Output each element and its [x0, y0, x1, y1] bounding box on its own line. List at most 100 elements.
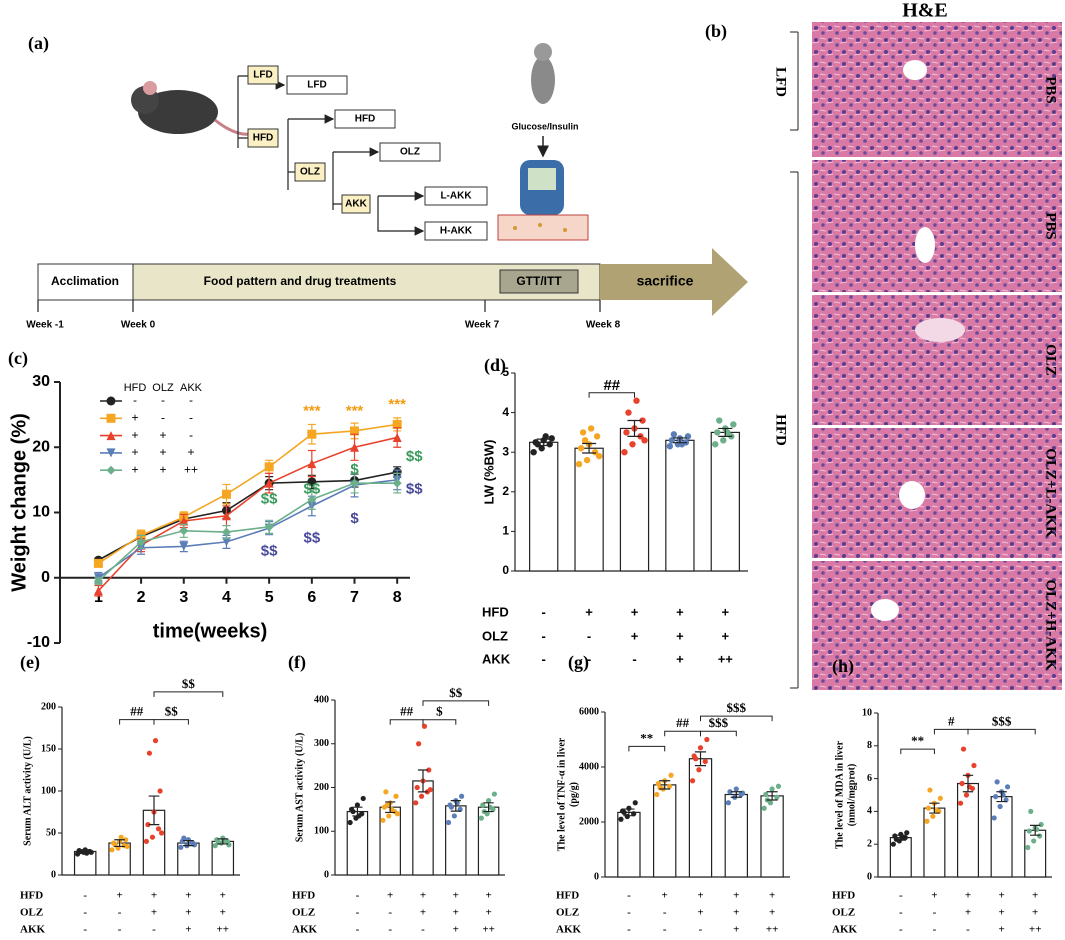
legend-header: HFD — [124, 382, 147, 394]
factor-level: + — [697, 907, 703, 919]
factor-level: - — [899, 924, 903, 936]
factor-level: - — [632, 651, 636, 666]
diet-box: HFD — [253, 133, 274, 144]
significance-bracket — [700, 730, 737, 737]
marker — [93, 586, 103, 596]
legend-header: AKK — [180, 382, 203, 394]
factor-level: + — [769, 890, 775, 902]
annotation: $$ — [261, 543, 278, 560]
factor-level: + — [722, 628, 730, 643]
factor-level: + — [676, 651, 684, 666]
data-point — [937, 795, 943, 801]
significance-label: $$ — [449, 685, 463, 700]
data-point — [595, 452, 603, 460]
data-point — [109, 847, 115, 853]
marker — [179, 516, 189, 526]
data-point — [347, 819, 353, 826]
factor-level: + — [631, 628, 639, 643]
significance-bracket — [422, 700, 490, 706]
y-tick-label: 8 — [867, 740, 872, 751]
group-box: OLZ — [400, 147, 420, 158]
data-point — [426, 767, 432, 773]
image-label: OLZ — [1043, 344, 1059, 376]
factor-name: OLZ — [20, 907, 43, 919]
data-point — [930, 813, 936, 819]
x-tick-label: 6 — [307, 589, 316, 606]
legend-level: + — [131, 462, 138, 476]
factor-name: AKK — [482, 651, 511, 666]
marker — [392, 419, 402, 429]
factor-level: + — [1032, 890, 1038, 902]
factor-level: - — [663, 924, 667, 936]
y-tick-label: 50 — [46, 827, 56, 838]
factor-level: + — [631, 604, 639, 619]
marker — [106, 396, 116, 406]
error-bar — [582, 442, 597, 454]
significance-label: ## — [400, 704, 414, 719]
data-point — [191, 842, 198, 848]
significance-label: # — [948, 713, 955, 728]
factor-name: AKK — [832, 924, 858, 936]
legend-level: + — [131, 410, 138, 424]
error-bar — [718, 427, 733, 437]
y-tick-label: 30 — [32, 373, 50, 390]
data-point — [924, 818, 930, 824]
data-point — [1028, 808, 1034, 815]
data-point — [88, 849, 94, 855]
factor-level: - — [152, 924, 156, 936]
error-bar — [79, 849, 91, 854]
data-point — [696, 767, 702, 773]
annotation: $$ — [303, 530, 320, 547]
data-point — [384, 802, 390, 808]
data-point — [670, 431, 678, 438]
legend-level: - — [189, 410, 193, 424]
legend-level: - — [189, 393, 193, 407]
data-point — [925, 805, 932, 811]
marker — [264, 522, 274, 532]
data-point — [993, 794, 999, 800]
marker — [221, 537, 231, 547]
panel-title: H&E — [902, 0, 948, 22]
factor-level: + — [116, 890, 122, 902]
marker — [307, 459, 317, 469]
factor-level: + — [151, 907, 157, 919]
data-point — [212, 843, 218, 849]
legend-header: OLZ — [152, 382, 174, 394]
panel-label: (f) — [288, 652, 306, 673]
data-point — [684, 433, 692, 440]
significance-bracket — [700, 715, 773, 722]
legend-level: + — [159, 462, 166, 476]
timeline-label: Acclimation — [51, 274, 119, 288]
factor-level: - — [699, 924, 703, 936]
marker — [392, 478, 402, 488]
annotation: $$ — [406, 481, 423, 498]
data-point — [542, 433, 549, 440]
data-point — [971, 762, 977, 769]
y-tick-label: 3 — [502, 444, 509, 458]
y-tick-label: 100 — [314, 826, 329, 837]
group-box: LFD — [307, 80, 326, 91]
data-point — [666, 783, 673, 789]
factor-level: + — [733, 907, 739, 919]
factor-level: - — [542, 628, 546, 643]
significance-label: $$$ — [992, 713, 1012, 728]
data-point — [587, 425, 595, 432]
panel-label: (h) — [832, 656, 854, 677]
error-bar — [536, 438, 551, 447]
data-point — [427, 787, 433, 793]
diet-box: AKK — [345, 199, 367, 210]
data-point — [621, 449, 628, 456]
significance-label: ** — [640, 730, 653, 745]
marker — [350, 426, 360, 436]
marker — [93, 558, 103, 568]
data-point — [697, 745, 704, 751]
timeline — [37, 248, 748, 316]
marker — [179, 526, 189, 536]
data-point — [421, 723, 428, 729]
annotation: $$ — [261, 490, 278, 507]
error-bar — [217, 838, 229, 845]
data-point — [579, 429, 587, 436]
legend-level: + — [131, 428, 138, 442]
data-point — [621, 809, 627, 815]
factor-level: + — [185, 907, 191, 919]
